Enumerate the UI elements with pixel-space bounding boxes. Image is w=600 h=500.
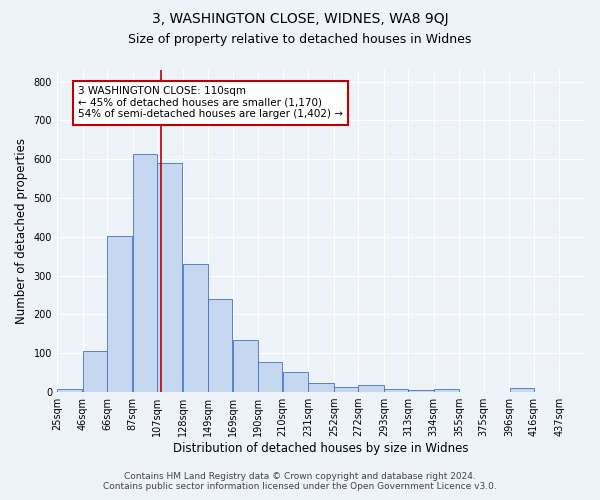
Bar [509, 388, 533, 392]
Bar [434, 389, 459, 392]
Bar [409, 390, 434, 392]
Bar [308, 383, 334, 392]
Bar [334, 387, 358, 392]
Text: 3, WASHINGTON CLOSE, WIDNES, WA8 9QJ: 3, WASHINGTON CLOSE, WIDNES, WA8 9QJ [152, 12, 448, 26]
Bar [259, 362, 283, 392]
X-axis label: Distribution of detached houses by size in Widnes: Distribution of detached houses by size … [173, 442, 469, 455]
Bar [358, 386, 383, 392]
Bar [57, 390, 82, 392]
Bar [107, 236, 133, 392]
Text: 3 WASHINGTON CLOSE: 110sqm
← 45% of detached houses are smaller (1,170)
54% of s: 3 WASHINGTON CLOSE: 110sqm ← 45% of deta… [78, 86, 343, 120]
Bar [83, 351, 107, 392]
Bar [157, 162, 182, 392]
Bar [384, 389, 408, 392]
Bar [133, 154, 157, 392]
Y-axis label: Number of detached properties: Number of detached properties [15, 138, 28, 324]
Bar [283, 372, 308, 392]
Text: Size of property relative to detached houses in Widnes: Size of property relative to detached ho… [128, 32, 472, 46]
Text: Contains public sector information licensed under the Open Government Licence v3: Contains public sector information licen… [103, 482, 497, 491]
Bar [183, 264, 208, 392]
Text: Contains HM Land Registry data © Crown copyright and database right 2024.: Contains HM Land Registry data © Crown c… [124, 472, 476, 481]
Bar [208, 299, 232, 392]
Bar [233, 340, 258, 392]
